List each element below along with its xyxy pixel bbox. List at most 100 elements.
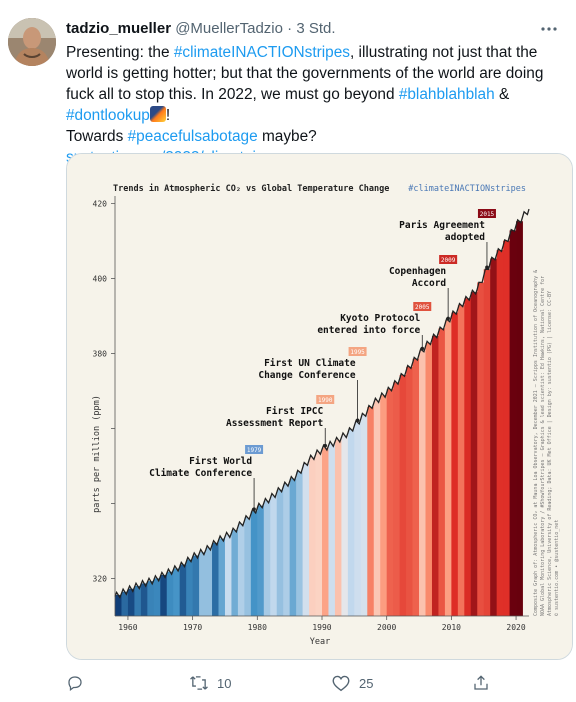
credit-line: Atmospheric Science, University of Readi… [547, 291, 553, 616]
annotation-year-badge [245, 445, 264, 454]
like-button[interactable]: 25 [331, 672, 373, 694]
y-ticks: 320 380 400 420 [93, 200, 115, 584]
x-tick-label: 1960 [118, 623, 137, 632]
warming-stripe [257, 505, 265, 616]
annotation-dot [420, 346, 425, 351]
warming-stripe [115, 594, 122, 616]
handle[interactable]: @MuellerTadzio [175, 20, 283, 37]
climate-chart: Trends in Atmospheric CO₂ vs Global Temp… [67, 154, 572, 659]
annotation-year-badge [439, 255, 458, 264]
reply-icon [68, 676, 82, 692]
annotation-label: First UN Climate [264, 358, 356, 369]
warming-stripe [399, 374, 407, 616]
chart-hashtag: #climateINACTIONstripes [408, 184, 526, 194]
warming-stripe [451, 312, 459, 616]
warming-stripe [354, 422, 362, 616]
warming-stripe [490, 258, 498, 616]
warming-stripe [160, 574, 168, 616]
timestamp[interactable]: 3 Std. [296, 20, 336, 37]
annotation-year: 1979 [247, 447, 262, 454]
warming-stripe [244, 517, 252, 616]
credit-line: © sustentio.com • @sustentio_net [554, 520, 560, 616]
warming-stripe [309, 457, 316, 616]
y-axis-label: parts per million (ppm) [92, 395, 102, 513]
retweet-button[interactable]: 10 [189, 672, 231, 694]
warming-stripe [179, 564, 187, 616]
reply-button[interactable] [66, 672, 84, 694]
annotation-label: Copenhagen [389, 266, 446, 277]
y-tick-label: 400 [93, 275, 108, 284]
warming-stripe [283, 484, 291, 616]
display-name[interactable]: tadzio_mueller [66, 20, 172, 37]
y-tick-label: 420 [93, 200, 108, 209]
separator: · [282, 20, 297, 37]
hashtag-climateinactionstripes[interactable]: #climateINACTIONstripes [173, 44, 350, 61]
warming-stripe [186, 559, 194, 616]
x-tick-label: 1980 [248, 623, 267, 632]
warming-stripe [503, 240, 510, 616]
x-tick-label: 1970 [183, 623, 202, 632]
tweet-text: Presenting: the #climateINACTIONstripes,… [66, 42, 566, 168]
annotation-label: adopted [445, 232, 485, 243]
annotation-dot [323, 443, 328, 448]
credit-line: NOAA Global Monitoring Laboratory / #Sho… [540, 276, 546, 616]
warming-stripe [360, 414, 368, 616]
hashtag-blahblahblah[interactable]: #blahblahblah [398, 86, 495, 103]
comet-emoji-icon [149, 106, 166, 122]
warming-stripe [140, 583, 148, 616]
warming-stripe [121, 591, 129, 616]
annotation-label: Assessment Report [226, 418, 323, 429]
x-tick-label: 2010 [442, 623, 461, 632]
credit-line: Composite Graph of: Atmospheric CO₂ at M… [533, 270, 539, 616]
warming-stripe [444, 320, 452, 616]
warming-stripe [516, 221, 523, 616]
avatar[interactable] [8, 18, 56, 66]
x-axis-label: Year [310, 637, 330, 647]
more-horizontal-icon[interactable] [540, 20, 558, 43]
retweet-icon [190, 676, 208, 690]
warming-stripe [412, 358, 420, 616]
warming-stripe [250, 511, 258, 616]
warming-stripe [406, 366, 413, 616]
annotation-year-badge [413, 302, 432, 311]
warming-stripe [496, 250, 504, 616]
warming-stripe [199, 552, 206, 616]
tweet-media[interactable]: Trends in Atmospheric CO₂ vs Global Temp… [66, 153, 573, 660]
share-button[interactable] [472, 672, 490, 694]
retweet-count: 10 [217, 675, 232, 691]
warming-stripe [270, 495, 278, 616]
x-tick-label: 2020 [506, 623, 525, 632]
warming-stripe [438, 328, 446, 616]
annotation-year-badge [316, 395, 335, 404]
warming-stripe [173, 568, 181, 616]
warming-stripe [341, 435, 349, 616]
warming-stripe [296, 471, 303, 616]
annotation-dot [446, 316, 450, 321]
warming-stripe [328, 443, 336, 616]
text-segment: & [494, 86, 510, 103]
share-icon [474, 675, 488, 690]
warming-stripe [231, 530, 239, 616]
avatar-image [8, 18, 56, 66]
warming-stripe [127, 588, 135, 616]
warming-stripe [470, 292, 478, 616]
hashtag-peacefulsabotage[interactable]: #peacefulsabotage [127, 128, 258, 145]
warming-stripe [147, 581, 155, 616]
x-tick-label: 1990 [312, 623, 331, 632]
credits: Composite Graph of: Atmospheric CO₂ at M… [533, 270, 560, 616]
warming-stripe [263, 500, 271, 616]
hashtag-dontlookup[interactable]: #dontlookup [66, 107, 150, 124]
annotation-label: entered into force [317, 325, 420, 336]
y-tick-label: 380 [93, 350, 108, 359]
text-segment: , illustrating not just that the world i… [66, 44, 544, 103]
co2-line [114, 208, 530, 599]
annotation-year: 1995 [350, 349, 365, 356]
warming-stripes [115, 221, 523, 617]
warming-stripe [425, 342, 433, 616]
warming-stripe [205, 547, 213, 616]
tweet-actions: 10 25 [66, 672, 536, 694]
annotation-year: 2005 [415, 304, 430, 311]
y-tick-label: 320 [93, 575, 108, 584]
